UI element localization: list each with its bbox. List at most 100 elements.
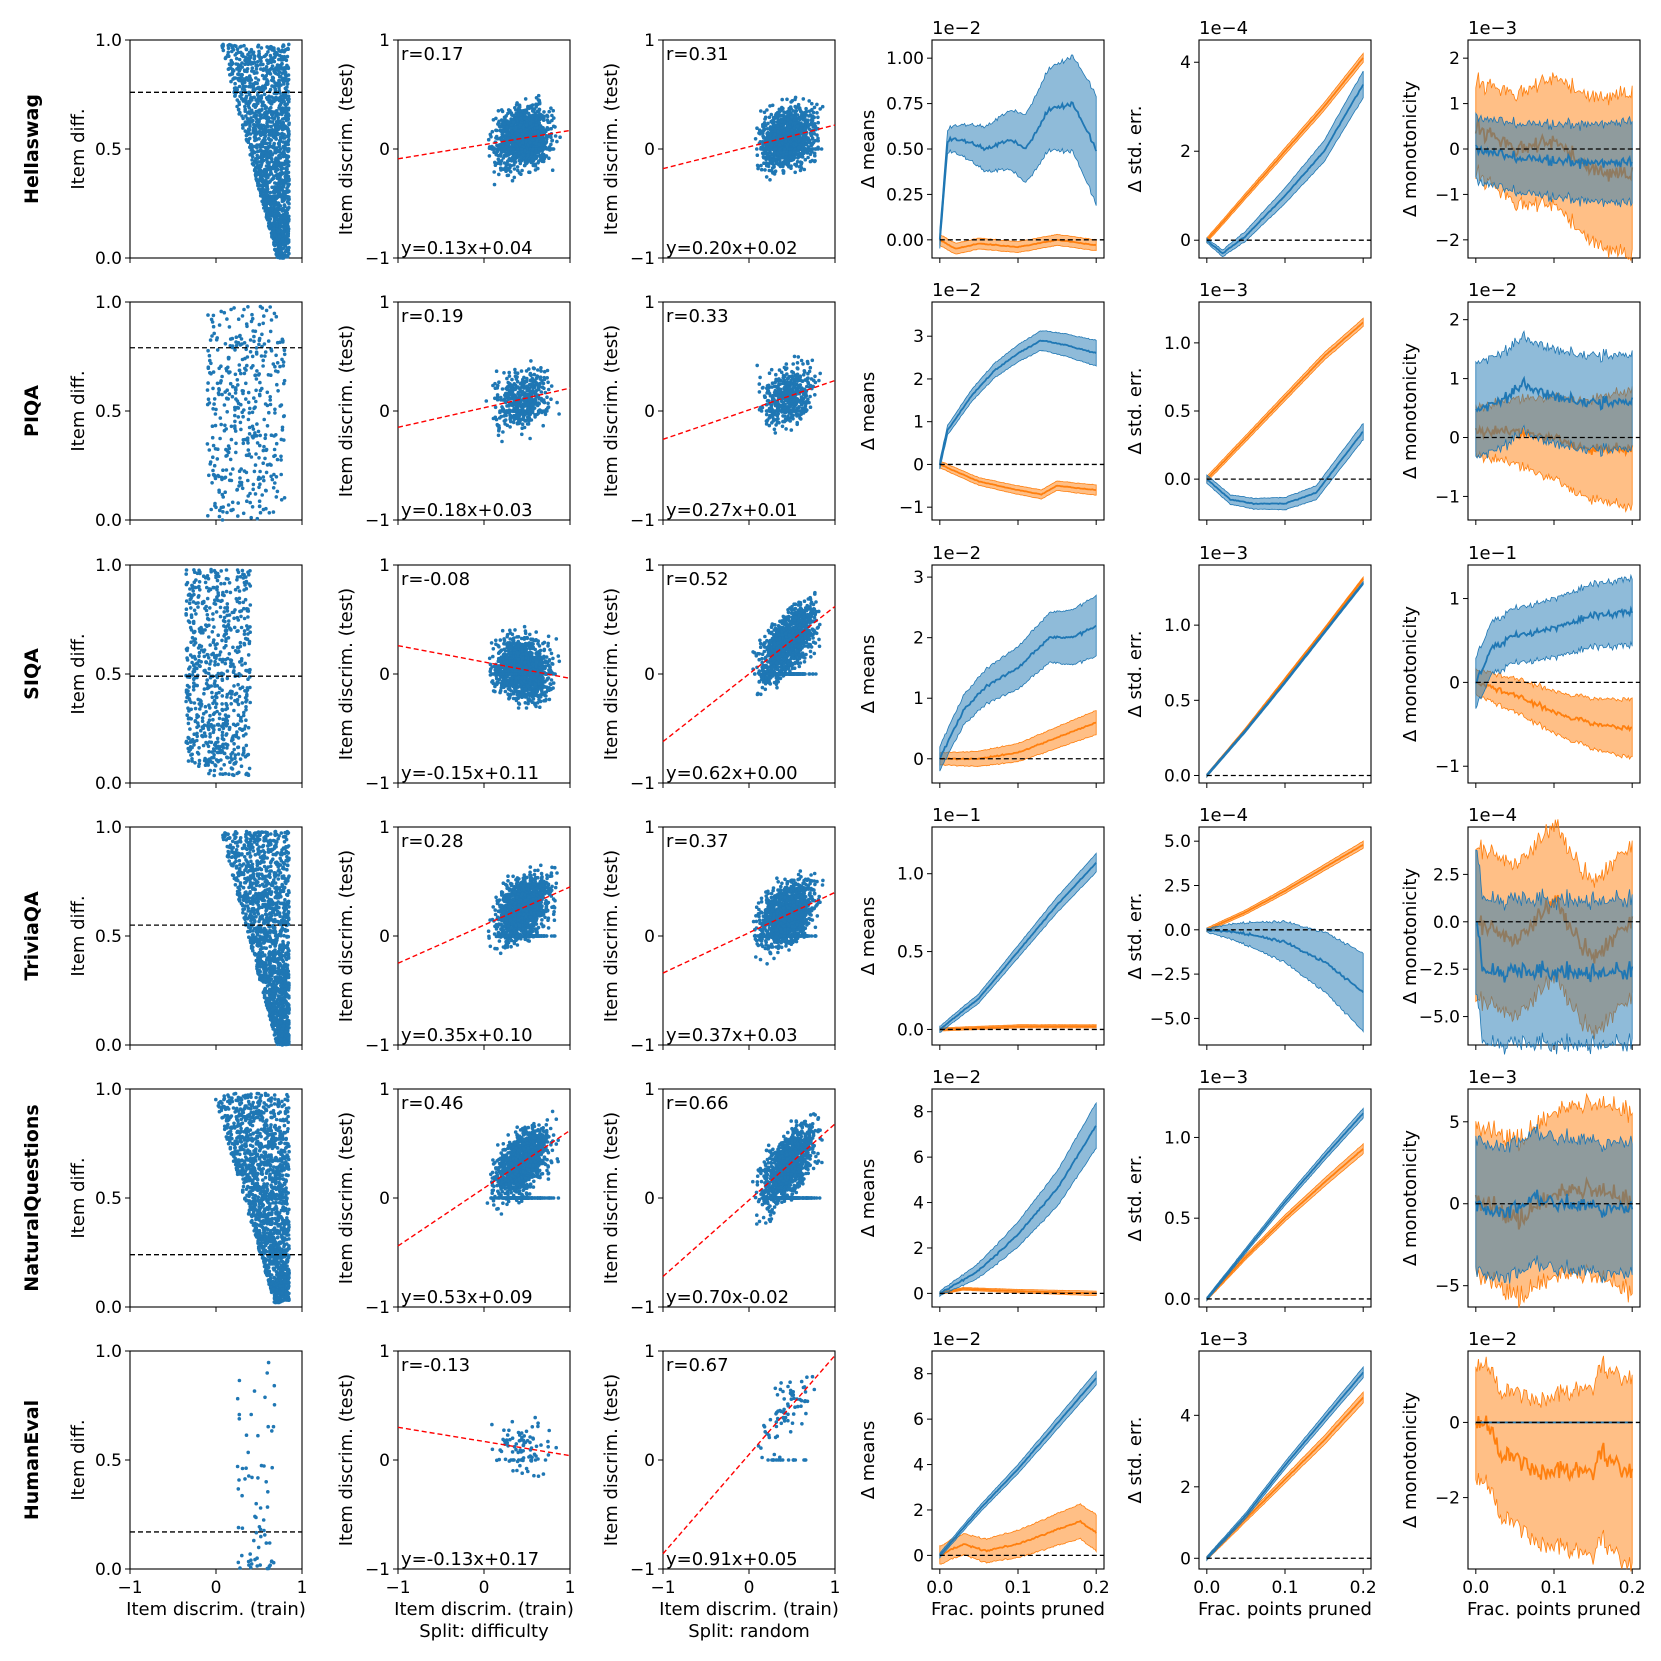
scatter-difficulty-points [486, 93, 562, 187]
scatter-diff-point [237, 363, 242, 367]
scatter-random-point [783, 158, 787, 162]
scatter-diff-point [260, 177, 265, 181]
scatter-difficulty-point [512, 160, 517, 164]
scatter-diff-point [263, 402, 268, 406]
scatter-diff-point [255, 86, 259, 91]
mono-ytick-label: 1 [1449, 95, 1460, 115]
scatter-diff-point [205, 388, 210, 392]
scatter-difficulty-point [489, 134, 493, 139]
scatter-diff-point [239, 337, 244, 341]
scatter-diff-point [274, 353, 278, 358]
scatter-diff-point [240, 114, 244, 118]
scatter-diff-point [243, 129, 248, 133]
scatter-diff-point [250, 119, 254, 124]
scatter-diff-point [234, 450, 238, 455]
scatter-difficulty-point [500, 132, 505, 136]
scatter-difficulty-point [518, 109, 522, 113]
scatter-diff-point [236, 50, 241, 55]
scatter-difficulty-point [520, 168, 524, 173]
scatter-diff-point [260, 493, 265, 497]
scatter-diff-point [266, 173, 271, 177]
scatter-diff-point [228, 73, 232, 77]
scatter-diff-point [265, 45, 269, 49]
means-ytick-label: 1.00 [886, 49, 924, 69]
scatter-diff-point [244, 47, 249, 52]
scatter-random-point [816, 115, 820, 120]
mono-ytick-label: 2 [1449, 49, 1460, 69]
scatter-random-point [774, 115, 779, 120]
scatter-random-point [803, 138, 808, 142]
scatter-diff-point [259, 67, 263, 71]
scatter-difficulty-point [492, 170, 497, 174]
scatter-diff-point [226, 53, 230, 57]
scatter-diff-point [269, 318, 274, 322]
row-title: Hellaswag [21, 94, 43, 204]
scatter-difficulty-point [496, 109, 501, 113]
scatter-diff-point [279, 252, 284, 256]
scatter-diff-point [281, 206, 285, 211]
scatter-difficulty-point [506, 173, 511, 178]
scatter-diff-point [278, 171, 283, 175]
scatter-difficulty-point [505, 161, 509, 166]
scatter-diff-point [264, 110, 269, 114]
scatter-diff-point [277, 144, 282, 149]
scatter-diff-point [262, 115, 266, 120]
scatter-random-point [796, 145, 801, 150]
scatter-difficulty-point [520, 132, 525, 137]
scatter-diff-point [247, 411, 252, 415]
scatter-diff-point [275, 181, 279, 186]
scatter-random-point [800, 151, 805, 155]
scatter-difficulty-point [494, 151, 498, 156]
scatter-diff-point [276, 116, 281, 120]
scatter-difficulty-point [502, 150, 507, 154]
scatter-difficulty-point [505, 131, 509, 136]
scatter-diff-point [286, 224, 290, 229]
scatter-diff-point [266, 160, 270, 165]
scatter-diff-point [248, 81, 252, 85]
scatter-diff-point [254, 109, 258, 114]
scatter-difficulty-point [497, 380, 501, 385]
scatter-diff-point [210, 435, 215, 440]
scatter-diff-point [243, 120, 248, 124]
scatter-random-point [793, 147, 797, 151]
scatter-diff-point [237, 84, 242, 89]
scatter-diff-point [247, 432, 252, 436]
scatter-diff-point [283, 171, 288, 175]
scatter-diff-point [269, 373, 273, 378]
scatter-diff-point [234, 441, 238, 446]
scatter-random-point [778, 147, 782, 151]
scatter-diff-point [287, 178, 291, 183]
scatter-diff-point [254, 120, 259, 124]
scatter-diff-point [261, 321, 266, 326]
scatter-diff-point [252, 334, 256, 339]
scatter-diff-point [261, 88, 266, 92]
scatter-diff-point [255, 516, 260, 521]
scatter-random-point [763, 117, 767, 121]
scatter-diff-point [269, 474, 273, 479]
scatter-random-point [778, 164, 783, 168]
scatter-diff-point [257, 456, 261, 460]
scatter-random-point [811, 140, 816, 145]
scatter-random-point [769, 169, 774, 173]
scatter-random-point [803, 157, 808, 162]
scatter-random-point [761, 155, 766, 159]
means-ytick-label: 0.75 [886, 95, 924, 115]
scatter-difficulty-point [516, 168, 520, 173]
scatter-random-point [798, 168, 803, 173]
scatter-difficulty-ylabel: Item discrim. (test) [336, 63, 357, 235]
scatter-random-point [776, 124, 780, 128]
scatter-diff-point [261, 202, 266, 206]
scatter-difficulty-point [534, 102, 538, 107]
scatter-random-point [800, 112, 804, 116]
scatter-difficulty-point [498, 166, 503, 170]
scatter-diff-point [253, 492, 258, 496]
scatter-diff-point [270, 116, 275, 120]
scatter-diff-point [280, 357, 284, 362]
scatter-diff-point [266, 145, 271, 149]
scatter-random-point [810, 158, 815, 163]
scatter-diff-point [238, 90, 243, 95]
axis-exponent: 1e−2 [932, 18, 981, 39]
scatter-diff-point [278, 106, 282, 111]
scatter-diff-point [279, 454, 283, 459]
